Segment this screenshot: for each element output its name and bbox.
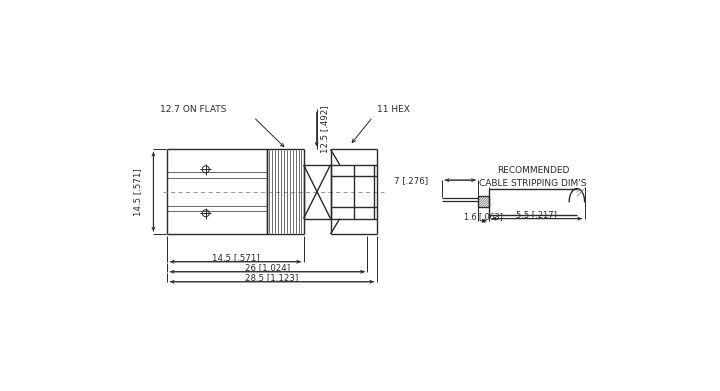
Text: 12.5 [.492]: 12.5 [.492]	[320, 106, 329, 153]
Text: 1.6 [.063]: 1.6 [.063]	[464, 213, 503, 222]
Text: 14.5 [.571]: 14.5 [.571]	[212, 253, 259, 262]
Text: 14.5 [.571]: 14.5 [.571]	[133, 168, 143, 215]
Text: 26 [1.024]: 26 [1.024]	[245, 264, 290, 273]
Text: 28.5 [1.123]: 28.5 [1.123]	[246, 273, 299, 282]
Text: 7 [.276]: 7 [.276]	[394, 176, 428, 185]
Text: 12.7 ON FLATS: 12.7 ON FLATS	[160, 105, 227, 114]
Text: 5.5 [.217]: 5.5 [.217]	[516, 210, 557, 219]
Text: 11 HEX: 11 HEX	[377, 105, 410, 114]
Text: RECOMMENDED: RECOMMENDED	[497, 167, 570, 176]
Text: CABLE STRIPPING DIM'S: CABLE STRIPPING DIM'S	[480, 179, 587, 188]
